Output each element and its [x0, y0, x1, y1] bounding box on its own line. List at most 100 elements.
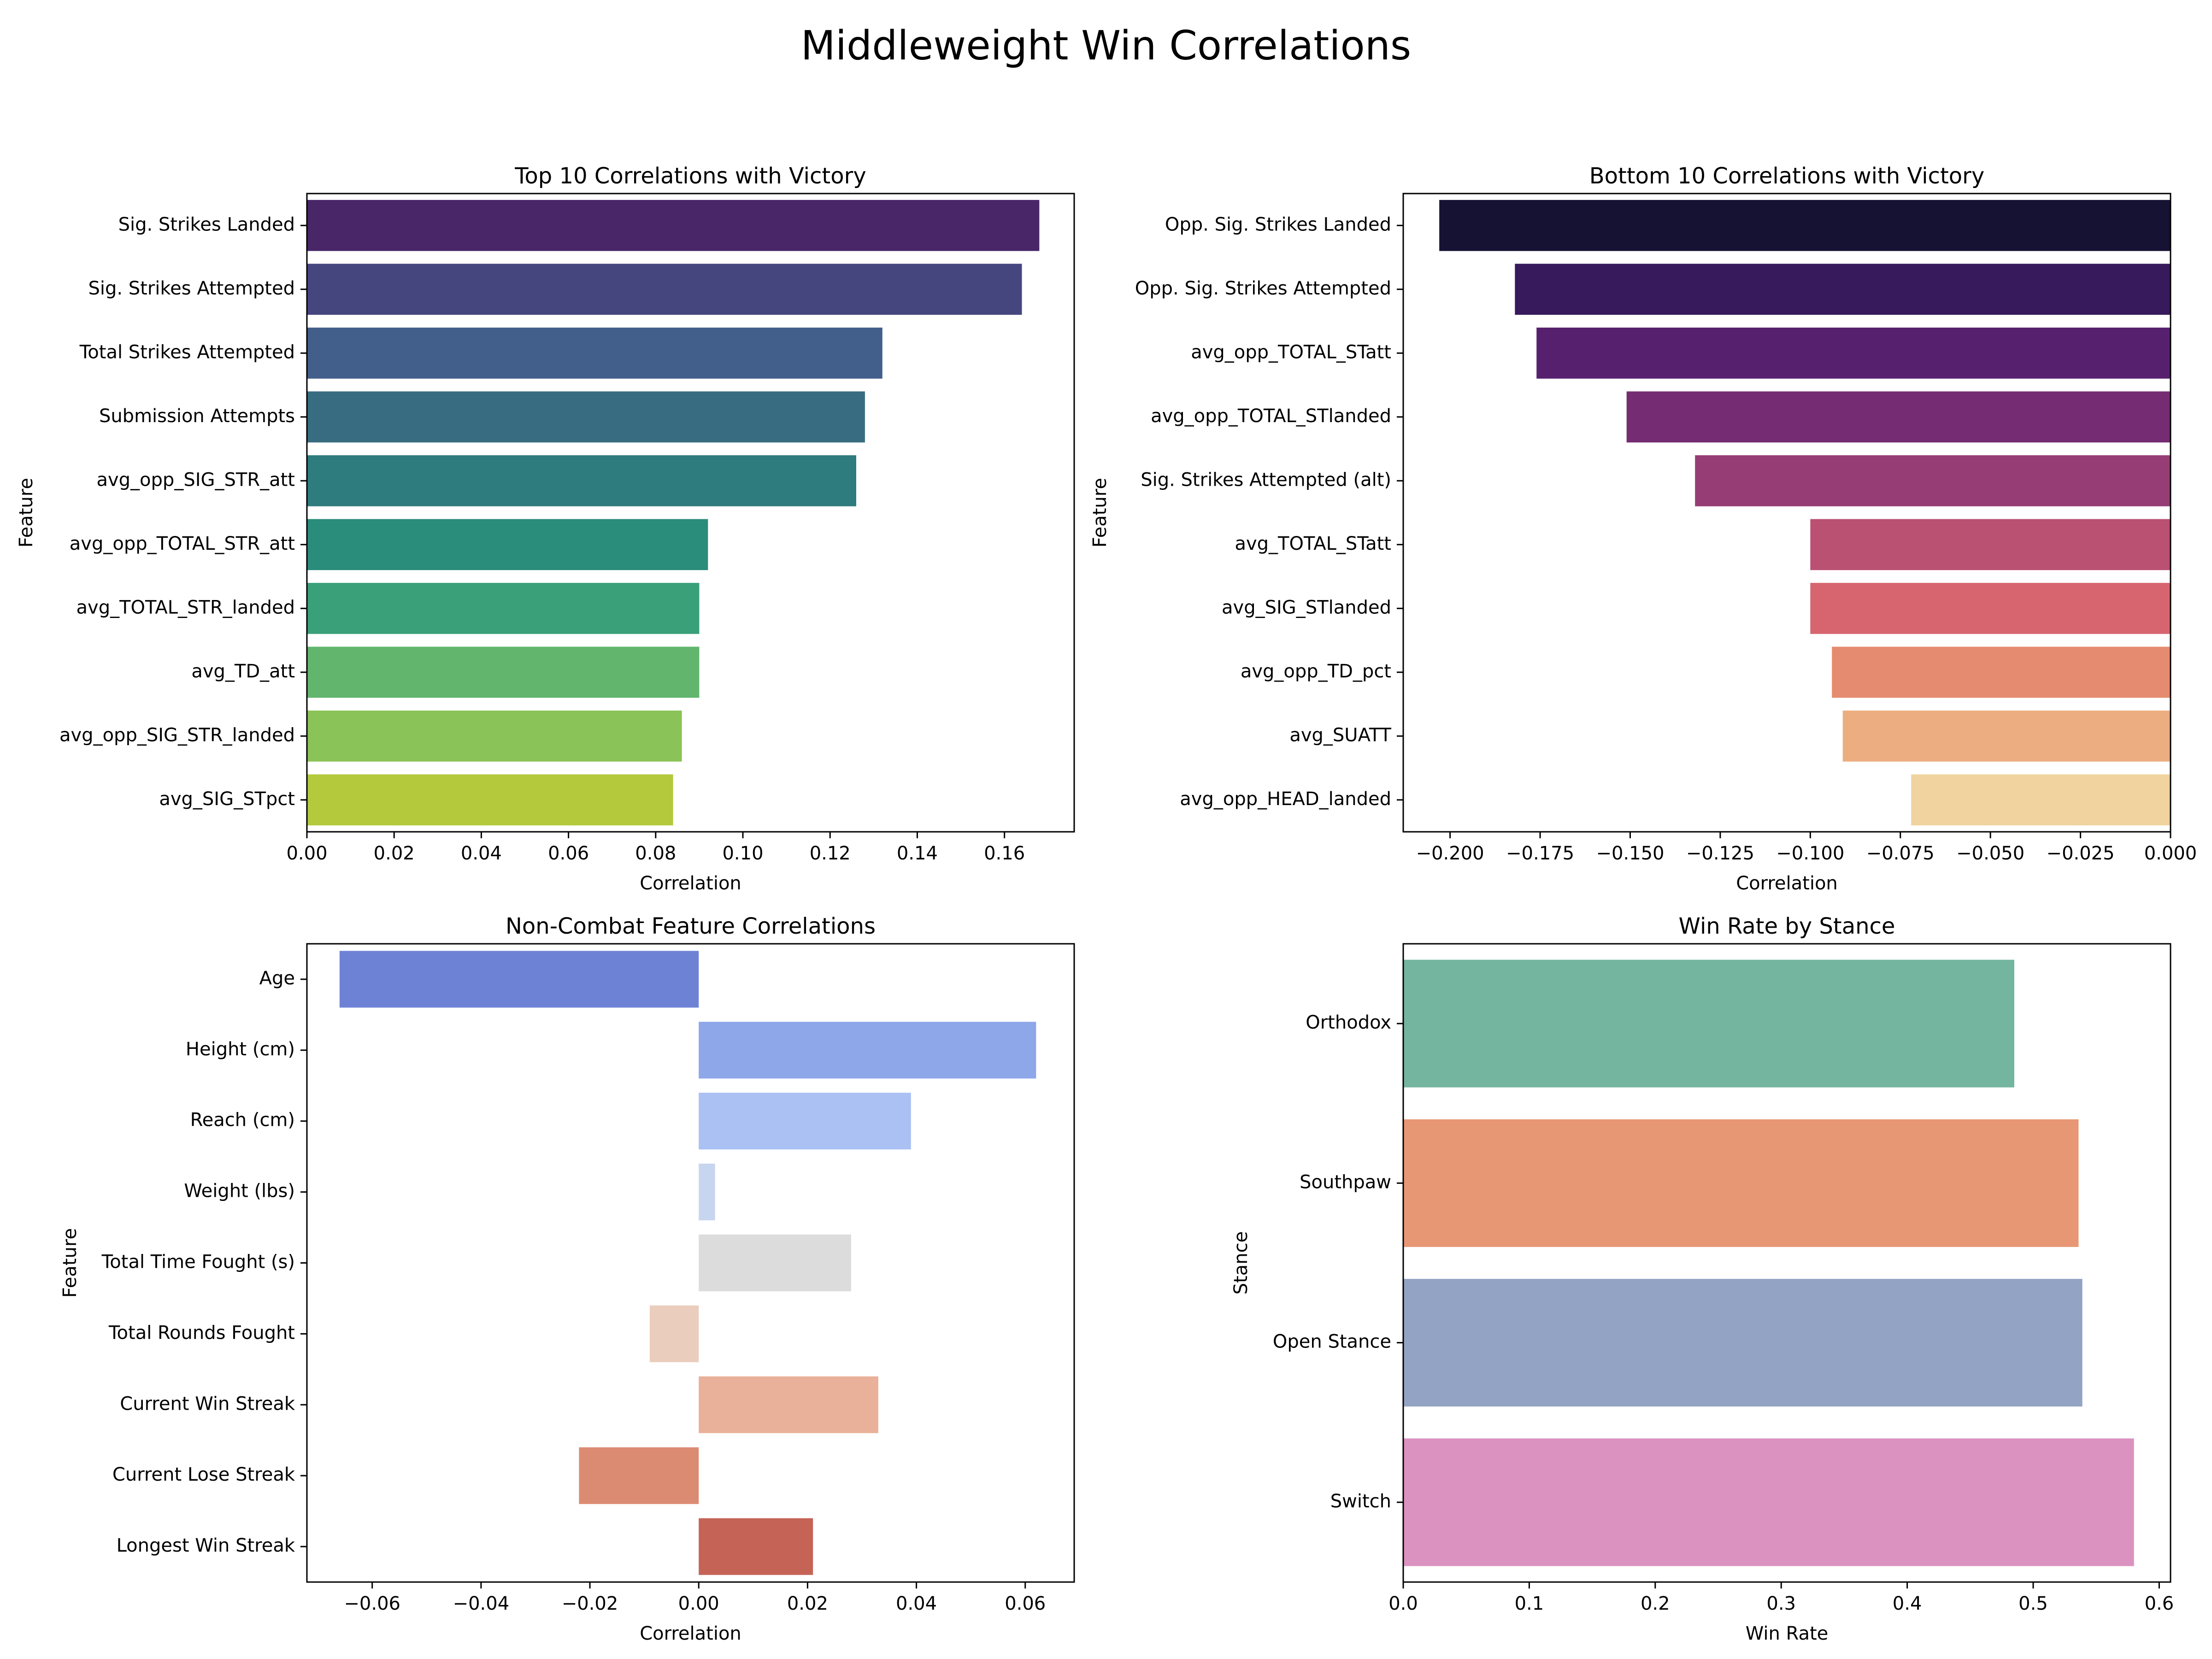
y-axis-label: Stance — [1230, 1231, 1252, 1295]
xtick-label: 0.04 — [461, 843, 502, 864]
bar-1-2 — [1536, 327, 2171, 379]
xtick-label: 0.00 — [286, 843, 327, 864]
axes-frame-1 — [1402, 193, 2171, 833]
bar-3-3 — [1403, 1438, 2134, 1566]
xtick-label: −0.075 — [1866, 843, 1935, 864]
xtick-label: 0.3 — [1766, 1593, 1796, 1614]
ytick-label: Submission Attempts — [99, 406, 295, 427]
ytick-label: avg_TOTAL_STR_landed — [76, 597, 295, 618]
ytick-label: Longest Win Streak — [117, 1535, 295, 1556]
xtick-label: 0.02 — [374, 843, 415, 864]
xtick-label: 0.04 — [896, 1593, 937, 1614]
xtick-label: 0.06 — [1005, 1593, 1046, 1614]
xtick-label: 0.02 — [787, 1593, 828, 1614]
bar-0-6 — [307, 582, 700, 634]
bar-1-5 — [1810, 519, 2171, 571]
bar-0-8 — [307, 710, 682, 762]
xtick-label: 0.4 — [1893, 1593, 1922, 1614]
bar-2-0 — [339, 951, 699, 1008]
xtick-label: 0.0 — [1388, 1593, 1418, 1614]
x-axis-label: Correlation — [640, 873, 741, 894]
bar-0-4 — [307, 455, 856, 506]
xtick-label: 0.6 — [2145, 1593, 2174, 1614]
bar-0-5 — [307, 519, 708, 571]
ytick-label: Orthodox — [1306, 1012, 1391, 1033]
bar-2-6 — [699, 1376, 878, 1433]
bar-0-0 — [307, 200, 1040, 251]
bar-1-0 — [1439, 200, 2171, 251]
xtick-label: −0.150 — [1596, 843, 1664, 864]
ytick-label: avg_opp_HEAD_landed — [1180, 788, 1391, 810]
ytick-label: Current Win Streak — [120, 1393, 295, 1414]
bar-1-1 — [1515, 264, 2171, 315]
ytick-label: Total Time Fought (s) — [101, 1252, 295, 1273]
ytick-label: avg_SUATT — [1289, 724, 1391, 746]
panel-title: Non-Combat Feature Correlations — [506, 913, 876, 939]
bar-0-9 — [307, 774, 673, 826]
ytick-label: avg_opp_SIG_STR_att — [96, 469, 295, 490]
ytick-label: Total Rounds Fought — [108, 1322, 295, 1343]
x-axis-label: Win Rate — [1746, 1623, 1829, 1644]
xtick-label: 0.06 — [548, 843, 589, 864]
ytick-label: avg_opp_TD_pct — [1241, 661, 1391, 682]
xtick-label: 0.2 — [1641, 1593, 1670, 1614]
xtick-label: 0.14 — [897, 843, 938, 864]
xtick-label: 0.08 — [635, 843, 676, 864]
y-axis-label: Feature — [1089, 478, 1111, 547]
ytick-label: Sig. Strikes Attempted — [88, 278, 295, 299]
ytick-label: Total Strikes Attempted — [79, 341, 295, 363]
xtick-label: −0.175 — [1506, 843, 1574, 864]
xtick-label: −0.050 — [1956, 843, 2024, 864]
panel-title: Top 10 Correlations with Victory — [514, 163, 866, 189]
xtick-label: 0.12 — [810, 843, 851, 864]
ytick-label: Weight (lbs) — [184, 1181, 295, 1202]
bar-1-4 — [1695, 455, 2171, 506]
xtick-label: −0.100 — [1776, 843, 1844, 864]
xtick-label: 0.00 — [678, 1593, 719, 1614]
bar-3-0 — [1403, 959, 2014, 1088]
xtick-label: −0.06 — [344, 1593, 400, 1614]
bar-3-1 — [1403, 1119, 2079, 1247]
ytick-label: Open Stance — [1273, 1331, 1391, 1353]
bar-3-2 — [1403, 1279, 2083, 1407]
xtick-label: −0.025 — [2047, 843, 2115, 864]
bar-1-3 — [1626, 391, 2171, 443]
xtick-label: −0.04 — [453, 1593, 510, 1614]
xtick-label: 0.10 — [722, 843, 763, 864]
ytick-label: Height (cm) — [186, 1039, 295, 1060]
bar-0-1 — [307, 264, 1022, 315]
bar-2-8 — [699, 1518, 813, 1575]
bar-2-3 — [699, 1164, 715, 1221]
bar-0-2 — [307, 327, 882, 379]
xtick-label: 0.16 — [984, 843, 1025, 864]
ytick-label: Sig. Strikes Attempted (alt) — [1141, 469, 1391, 490]
bar-1-7 — [1832, 647, 2171, 698]
x-axis-label: Correlation — [1736, 873, 1838, 894]
xtick-label: 0.5 — [2018, 1593, 2048, 1614]
panel-title: Win Rate by Stance — [1679, 913, 1895, 939]
xtick-label: 0.1 — [1515, 1593, 1544, 1614]
ytick-label: Opp. Sig. Strikes Landed — [1165, 214, 1391, 235]
bar-0-7 — [307, 647, 700, 698]
bar-1-8 — [1842, 710, 2171, 762]
ytick-label: Age — [259, 968, 295, 989]
ytick-label: Sig. Strikes Landed — [118, 214, 295, 235]
y-axis-label: Feature — [16, 478, 37, 547]
ytick-label: avg_opp_SIG_STR_landed — [59, 724, 295, 746]
ytick-label: avg_opp_TOTAL_STR_att — [70, 533, 295, 554]
panel-title: Bottom 10 Correlations with Victory — [1589, 163, 1985, 189]
y-axis-label: Feature — [59, 1228, 81, 1298]
ytick-label: Current Lose Streak — [112, 1464, 295, 1485]
bar-1-6 — [1810, 582, 2171, 634]
bar-2-1 — [699, 1022, 1036, 1079]
figure-title: Middleweight Win Correlations — [800, 22, 1412, 69]
bar-2-2 — [699, 1093, 911, 1150]
ytick-label: avg_TD_att — [191, 661, 295, 682]
x-axis-label: Correlation — [640, 1623, 741, 1644]
bar-2-5 — [649, 1305, 699, 1362]
ytick-label: avg_opp_TOTAL_STlanded — [1151, 406, 1391, 427]
xtick-label: 0.000 — [2144, 843, 2197, 864]
bar-0-3 — [307, 391, 865, 443]
